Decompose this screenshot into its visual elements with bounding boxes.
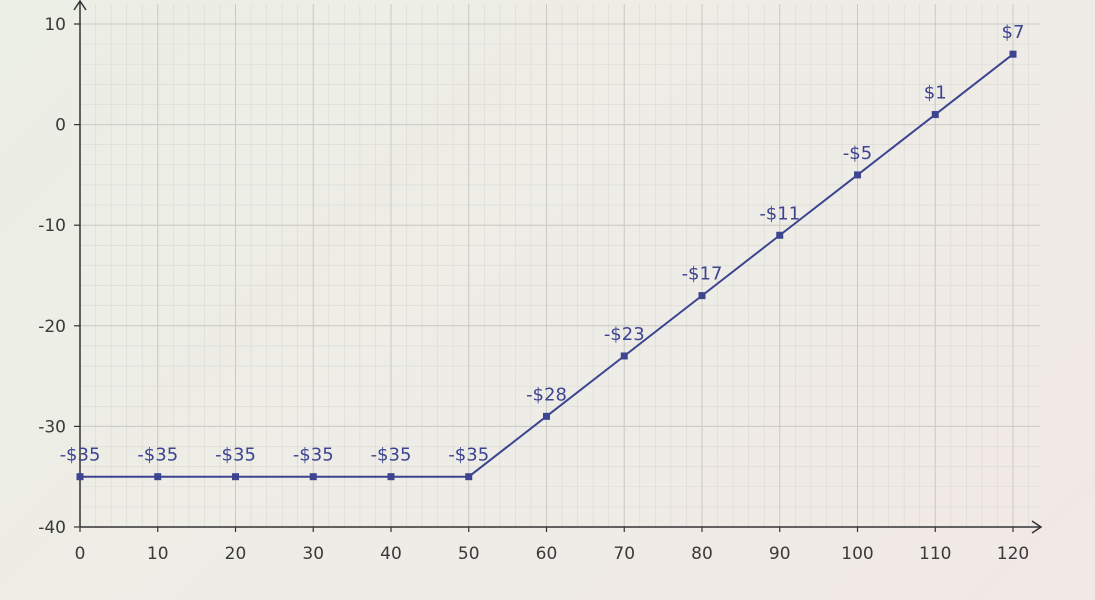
data-point [543, 412, 550, 420]
data-point [1009, 50, 1017, 58]
x-tick-label: 90 [769, 544, 791, 564]
data-point [620, 352, 628, 360]
x-tick-label: 100 [841, 544, 873, 564]
y-axis-arrow [73, 0, 87, 11]
x-tick-label: 50 [458, 544, 480, 564]
x-tick-label: 30 [302, 544, 324, 564]
x-tick-label: 20 [225, 544, 247, 564]
data-labels: -$35 -$35 -$35 -$35 -$35 -$35 -$28 -$23 -$17 -$11… [60, 22, 1025, 466]
x-tick-label: 0 [75, 544, 86, 564]
data-point [76, 473, 84, 481]
grid [79, 4, 1040, 528]
x-ticks: 0 10 20 30 40 50 60 70 80 90 100 110 120 [75, 527, 1029, 564]
data-point [232, 473, 239, 481]
data-point [698, 292, 706, 300]
data-point [387, 473, 395, 481]
y-tick-label: -30 [38, 417, 66, 437]
data-point [776, 231, 784, 239]
x-tick-label: 80 [691, 544, 713, 564]
data-label: -$35 [293, 445, 334, 466]
y-tick-label: 0 [55, 116, 66, 136]
data-label: $1 [924, 83, 947, 104]
data-label: -$5 [843, 143, 872, 164]
data-label: -$35 [448, 445, 489, 466]
data-label: -$35 [137, 445, 178, 466]
data-label: -$35 [60, 445, 101, 466]
series [76, 50, 1017, 481]
data-point [154, 473, 162, 481]
data-label: -$35 [371, 445, 412, 466]
data-point [309, 473, 317, 481]
data-point [854, 171, 861, 179]
data-label: -$17 [682, 264, 723, 285]
data-label: -$28 [526, 384, 567, 405]
data-label: -$23 [604, 324, 645, 345]
y-ticks: 10 0 -10 -20 -30 -40 [38, 15, 80, 538]
data-label: $7 [1002, 22, 1025, 43]
y-tick-label: 10 [44, 15, 66, 35]
data-label: -$35 [215, 445, 256, 466]
x-tick-label: 40 [380, 544, 402, 564]
x-axis-arrow [1031, 520, 1043, 534]
data-point [465, 473, 473, 481]
x-tick-label: 60 [536, 544, 558, 564]
x-tick-label: 110 [919, 544, 951, 564]
x-tick-label: 10 [147, 544, 169, 564]
y-tick-label: -10 [38, 216, 66, 236]
data-label: -$11 [759, 203, 800, 224]
y-tick-label: -40 [38, 518, 66, 538]
x-tick-label: 120 [997, 544, 1029, 564]
axes [73, 0, 1043, 534]
x-tick-label: 70 [613, 544, 635, 564]
data-point [931, 111, 939, 119]
y-tick-label: -20 [38, 317, 66, 337]
